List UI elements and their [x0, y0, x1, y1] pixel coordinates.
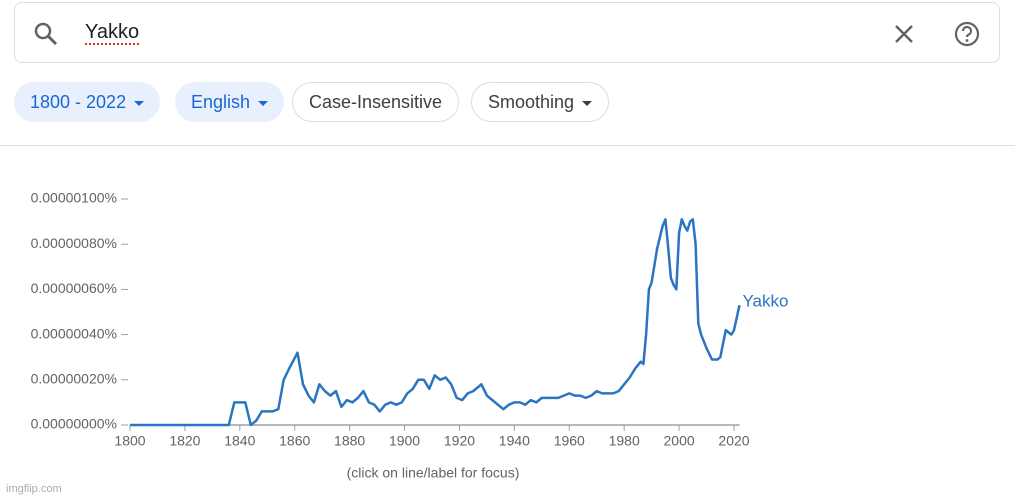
- search-icon[interactable]: [33, 21, 59, 47]
- case-chip[interactable]: Case-Insensitive: [292, 82, 460, 122]
- smoothing-chip[interactable]: Smoothing: [471, 82, 610, 122]
- x-tick-label: 2000: [664, 433, 695, 449]
- year-range-chip[interactable]: 1800 - 2022: [14, 82, 161, 122]
- chip-label: English: [191, 92, 251, 112]
- clear-icon[interactable]: [893, 23, 915, 45]
- help-icon[interactable]: [953, 20, 981, 48]
- x-tick-label: 1940: [499, 433, 530, 449]
- search-box[interactable]: Yakko: [14, 2, 1000, 63]
- y-tick-label: 0.00000080%: [31, 235, 117, 251]
- x-tick-label: 1820: [169, 433, 200, 449]
- x-tick-label: 1960: [554, 433, 585, 449]
- y-tick-label: 0.00000100%: [31, 190, 117, 206]
- x-tick-label: 2020: [718, 433, 749, 449]
- x-tick-label: 1860: [279, 433, 310, 449]
- y-tick-label: 0.00000020%: [31, 371, 117, 387]
- y-tick-label: 0.00000060%: [31, 280, 117, 296]
- x-tick-label: 1920: [444, 433, 475, 449]
- y-tick-label: 0.00000000%: [31, 416, 117, 432]
- series-label[interactable]: Yakko: [742, 291, 788, 310]
- chip-label: Smoothing: [488, 92, 575, 112]
- search-query[interactable]: Yakko: [85, 21, 140, 43]
- x-tick-label: 1900: [389, 433, 420, 449]
- x-axis-label: (click on line/label for focus): [347, 465, 520, 481]
- divider: [0, 145, 1015, 146]
- chip-label: Case-Insensitive: [309, 92, 443, 112]
- chip-label: 1800 - 2022: [30, 92, 127, 112]
- x-tick-label: 1880: [334, 433, 365, 449]
- corpus-chip[interactable]: English: [175, 82, 285, 122]
- x-tick-label: 1840: [224, 433, 255, 449]
- x-tick-label: 1980: [609, 433, 640, 449]
- y-tick-label: 0.00000040%: [31, 325, 117, 341]
- series-line[interactable]: [130, 218, 741, 427]
- x-tick-label: 1800: [114, 433, 145, 449]
- watermark: imgflip.com: [6, 483, 62, 495]
